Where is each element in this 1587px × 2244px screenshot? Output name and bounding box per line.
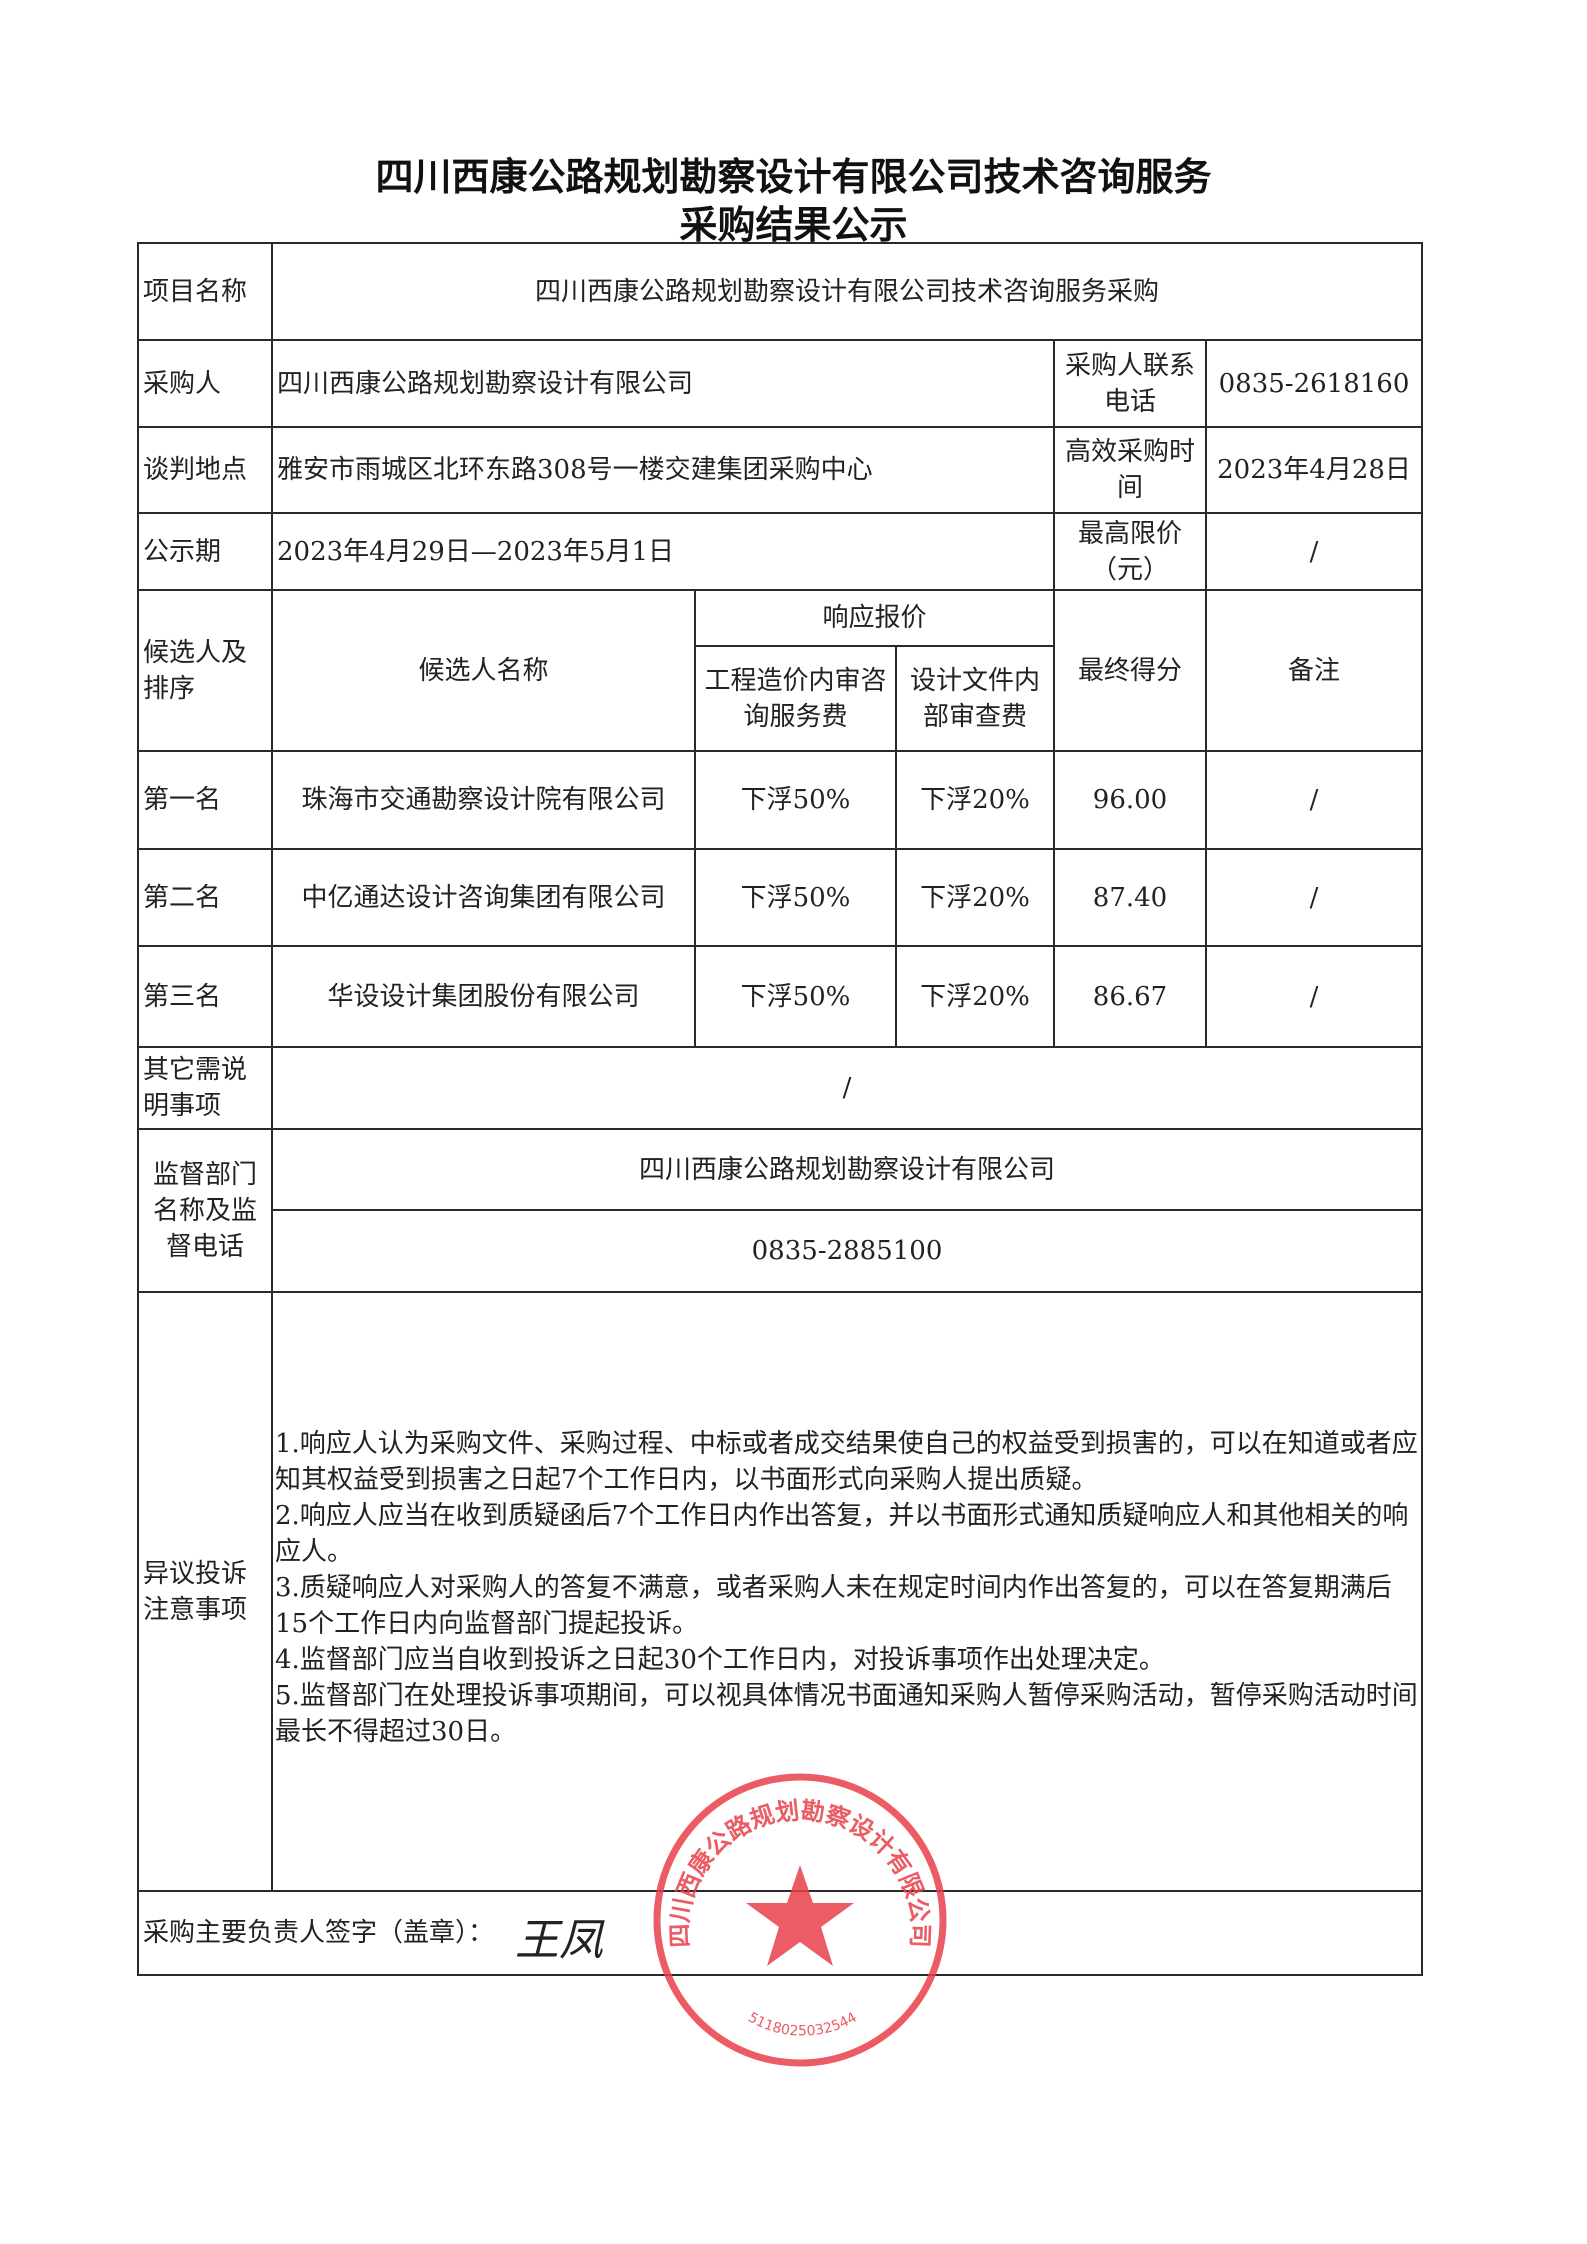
remark-header: 备注 bbox=[1204, 589, 1424, 752]
supervisor-row: 监督部门名称及监督电话 四川西康公路规划勘察设计有限公司 bbox=[137, 1128, 1424, 1293]
fee1-cell: 下浮50% bbox=[694, 945, 897, 1048]
seal-code: 5118025032544 bbox=[745, 2010, 859, 2040]
table-row: 第一名 珠海市交通勘察设计院有限公司 下浮50% 下浮20% 96.00 / bbox=[137, 750, 1424, 850]
remark-cell: / bbox=[1204, 848, 1424, 947]
handwritten-signature: 王凤 bbox=[515, 1915, 603, 1966]
supervisor-phone-row: 0835-2885100 bbox=[138, 1209, 1424, 1293]
max-price-value: / bbox=[1204, 512, 1424, 591]
max-price-label: 最高限价（元） bbox=[1053, 512, 1207, 591]
objection-item: 1.响应人认为采购文件、采购过程、中标或者成交结果使自己的权益受到损害的，可以在… bbox=[275, 1429, 1418, 1495]
time-value: 2023年4月28日 bbox=[1204, 426, 1424, 514]
name-header: 候选人名称 bbox=[271, 589, 696, 752]
remark-cell: / bbox=[1204, 945, 1424, 1048]
objection-item: 3.质疑响应人对采购人的答复不满意，或者采购人未在规定时间内作出答复的，可以在答… bbox=[275, 1573, 1392, 1639]
seal-ring bbox=[653, 1773, 947, 2067]
fee1-header: 工程造价内审咨询服务费 bbox=[694, 645, 897, 752]
other-label: 其它需说明事项 bbox=[137, 1046, 273, 1130]
document-title-line2: 采购结果公示 bbox=[679, 203, 908, 247]
location-label: 谈判地点 bbox=[137, 426, 273, 514]
fee2-cell: 下浮20% bbox=[895, 945, 1055, 1048]
fee2-cell: 下浮20% bbox=[895, 848, 1055, 947]
project-row: 项目名称 四川西康公路规划勘察设计有限公司技术咨询服务采购 bbox=[137, 242, 1424, 341]
fee2-cell: 下浮20% bbox=[895, 750, 1055, 850]
table-row: 第二名 中亿通达设计咨询集团有限公司 下浮50% 下浮20% 87.40 / bbox=[137, 848, 1424, 947]
objection-item: 4.监督部门应当自收到投诉之日起30个工作日内，对投诉事项作出处理决定。 bbox=[275, 1645, 1165, 1675]
buyer-phone-value: 0835-2618160 bbox=[1204, 339, 1424, 428]
document-title-line1: 四川西康公路规划勘察设计有限公司技术咨询服务 bbox=[375, 155, 1212, 199]
other-value: / bbox=[270, 1046, 1424, 1130]
table-row: 第三名 华设设计集团股份有限公司 下浮50% 下浮20% 86.67 / bbox=[137, 945, 1424, 1048]
other-row: 其它需说明事项 / bbox=[137, 1046, 1424, 1130]
location-row: 谈判地点 雅安市雨城区北环东路308号一楼交建集团采购中心 高效采购时间 202… bbox=[137, 426, 1424, 514]
objection-item: 5.监督部门在处理投诉事项期间，可以视具体情况书面通知采购人暂停采购活动，暂停采… bbox=[275, 1681, 1418, 1747]
project-value: 四川西康公路规划勘察设计有限公司技术咨询服务采购 bbox=[270, 242, 1424, 341]
rank-cell: 第一名 bbox=[137, 750, 273, 850]
rank-cell: 第二名 bbox=[137, 848, 273, 947]
name-cell: 珠海市交通勘察设计院有限公司 bbox=[271, 750, 696, 850]
supervisor-phone: 0835-2885100 bbox=[270, 1209, 1424, 1293]
supervisor-name: 四川西康公路规划勘察设计有限公司 bbox=[270, 1128, 1424, 1211]
location-value: 雅安市雨城区北环东路308号一楼交建集团采购中心 bbox=[271, 426, 1055, 514]
score-cell: 96.00 bbox=[1053, 750, 1207, 850]
fee1-cell: 下浮50% bbox=[694, 750, 897, 850]
rank-header: 候选人及排序 bbox=[137, 589, 273, 752]
objection-notes: 1.响应人认为采购文件、采购过程、中标或者成交结果使自己的权益受到损害的，可以在… bbox=[270, 1291, 1424, 1892]
objection-label: 异议投诉注意事项 bbox=[137, 1291, 273, 1892]
objection-item: 2.响应人应当在收到质疑函后7个工作日内作出答复，并以书面形式通知质疑响应人和其… bbox=[275, 1501, 1409, 1567]
name-cell: 中亿通达设计咨询集团有限公司 bbox=[271, 848, 696, 947]
score-cell: 87.40 bbox=[1053, 848, 1207, 947]
buyer-value: 四川西康公路规划勘察设计有限公司 bbox=[271, 339, 1055, 428]
project-label: 项目名称 bbox=[137, 242, 273, 341]
period-label: 公示期 bbox=[137, 512, 273, 591]
remark-cell: / bbox=[1204, 750, 1424, 850]
supervisor-label: 监督部门名称及监督电话 bbox=[137, 1128, 273, 1293]
name-cell: 华设设计集团股份有限公司 bbox=[271, 945, 696, 1048]
period-row: 公示期 2023年4月29日—2023年5月1日 最高限价（元） / bbox=[137, 512, 1424, 591]
star-icon bbox=[746, 1865, 854, 1966]
result-table: 项目名称 四川西康公路规划勘察设计有限公司技术咨询服务采购 采购人 四川西康公路… bbox=[136, 242, 1424, 1976]
candidate-subheader-row: 工程造价内审咨询服务费 设计文件内部审查费 bbox=[138, 645, 1422, 752]
buyer-phone-label: 采购人联系电话 bbox=[1053, 339, 1207, 428]
fee1-cell: 下浮50% bbox=[694, 848, 897, 947]
fee2-header: 设计文件内部审查费 bbox=[895, 645, 1055, 752]
score-cell: 86.67 bbox=[1053, 945, 1207, 1048]
buyer-row: 采购人 四川西康公路规划勘察设计有限公司 采购人联系电话 0835-261816… bbox=[137, 339, 1424, 428]
company-seal-stamp: 四川西康公路规划勘察设计有限公司 5118025032544 bbox=[653, 1773, 947, 2067]
score-header: 最终得分 bbox=[1053, 589, 1207, 752]
quote-header: 响应报价 bbox=[694, 589, 1055, 647]
candidate-header-row: 候选人及排序 候选人名称 响应报价 最终得分 备注 bbox=[137, 589, 1424, 752]
period-value: 2023年4月29日—2023年5月1日 bbox=[271, 512, 1055, 591]
objection-row: 异议投诉注意事项 1.响应人认为采购文件、采购过程、中标或者成交结果使自己的权益… bbox=[137, 1291, 1424, 1892]
rank-cell: 第三名 bbox=[137, 945, 273, 1048]
time-label: 高效采购时间 bbox=[1053, 426, 1207, 514]
buyer-label: 采购人 bbox=[137, 339, 273, 428]
